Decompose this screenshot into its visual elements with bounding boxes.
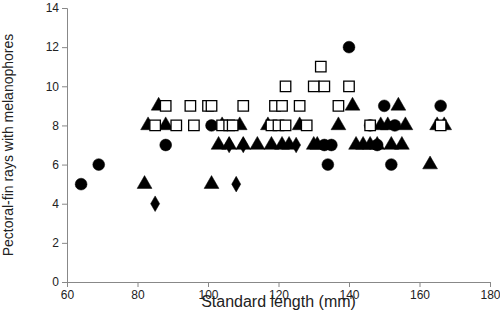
point	[365, 120, 375, 130]
point	[225, 137, 234, 153]
point	[189, 120, 199, 130]
y-tick-mark	[62, 165, 67, 166]
point	[239, 137, 248, 153]
y-tick-mark	[62, 282, 67, 283]
point	[238, 101, 248, 111]
point	[331, 117, 346, 130]
x-tick: 60	[61, 282, 75, 302]
x-tick-label: 160	[410, 288, 430, 302]
x-axis-title: Standard length (mm)	[201, 293, 356, 310]
point	[294, 101, 304, 111]
point	[333, 101, 343, 111]
y-tick-label: 8	[52, 119, 59, 133]
y-tick-label: 2	[52, 236, 59, 250]
point	[345, 97, 360, 110]
y-tick: 10	[46, 80, 67, 94]
y-tick: 12	[46, 40, 67, 54]
y-tick-label: 4	[52, 197, 59, 211]
point	[322, 159, 334, 171]
x-tick-mark	[490, 282, 491, 287]
x-tick: 160	[410, 282, 430, 302]
point	[385, 159, 397, 171]
point	[370, 136, 385, 149]
point	[75, 178, 87, 190]
point	[309, 81, 319, 91]
y-tick-mark	[62, 47, 67, 48]
point	[423, 156, 438, 169]
x-tick-label: 180	[480, 288, 500, 302]
x-tick-label: 80	[131, 288, 145, 302]
point	[160, 139, 172, 151]
y-tick-label: 12	[46, 40, 60, 54]
plot: 608010012014016018002468101214	[46, 1, 500, 301]
point	[301, 120, 311, 130]
y-tick: 0	[52, 275, 67, 289]
point	[171, 120, 181, 130]
point	[160, 101, 170, 111]
point	[319, 81, 329, 91]
series	[151, 137, 301, 211]
point	[380, 117, 395, 130]
x-tick-mark	[420, 282, 421, 287]
x-tick-label: 60	[61, 288, 75, 302]
x-tick-mark	[208, 282, 209, 287]
point	[398, 117, 413, 130]
y-axis: 0 2 4 6 8 10 12 14	[46, 1, 68, 289]
y-tick: 14	[46, 1, 67, 15]
point	[394, 136, 409, 149]
point	[364, 120, 376, 132]
y-tick-mark	[62, 8, 67, 9]
y-tick-label: 0	[52, 275, 59, 289]
y-tick-label: 14	[46, 1, 60, 15]
x-axis-line	[68, 283, 491, 288]
point	[93, 159, 105, 171]
series	[150, 61, 446, 130]
y-tick-label: 10	[46, 80, 60, 94]
y-tick-mark	[62, 86, 67, 87]
y-tick: 8	[52, 119, 67, 133]
x-tick: 180	[480, 282, 500, 302]
y-tick-mark	[62, 125, 67, 126]
point	[280, 120, 290, 130]
x-tick: 80	[131, 282, 145, 302]
series	[137, 97, 451, 188]
point	[435, 120, 445, 130]
point	[151, 196, 160, 212]
point	[316, 61, 326, 71]
point	[325, 139, 337, 151]
point	[310, 136, 325, 149]
point	[391, 97, 406, 110]
y-axis-title: Pectoral-fin rays with melanophores	[0, 34, 16, 257]
point	[344, 81, 354, 91]
y-tick-label: 6	[52, 158, 59, 172]
point	[277, 101, 287, 111]
point	[204, 176, 219, 189]
point	[232, 176, 241, 192]
x-tick-mark	[349, 282, 350, 287]
point	[227, 120, 237, 130]
y-tick-mark	[62, 243, 67, 244]
y-tick: 6	[52, 158, 67, 172]
point	[343, 41, 355, 53]
point	[137, 176, 152, 189]
y-tick: 2	[52, 236, 67, 250]
point	[150, 120, 160, 130]
point	[292, 137, 301, 153]
point	[435, 100, 447, 112]
point	[280, 81, 290, 91]
series	[75, 41, 446, 190]
point	[185, 101, 195, 111]
point	[250, 136, 265, 149]
chart: 608010012014016018002468101214Standard l…	[0, 0, 500, 310]
y-tick: 4	[52, 197, 67, 211]
point	[206, 101, 216, 111]
points	[75, 41, 451, 211]
point	[378, 100, 390, 112]
x-tick-mark	[279, 282, 280, 287]
y-tick-mark	[62, 204, 67, 205]
y-axis-line	[62, 9, 68, 283]
x-tick-mark	[138, 282, 139, 287]
